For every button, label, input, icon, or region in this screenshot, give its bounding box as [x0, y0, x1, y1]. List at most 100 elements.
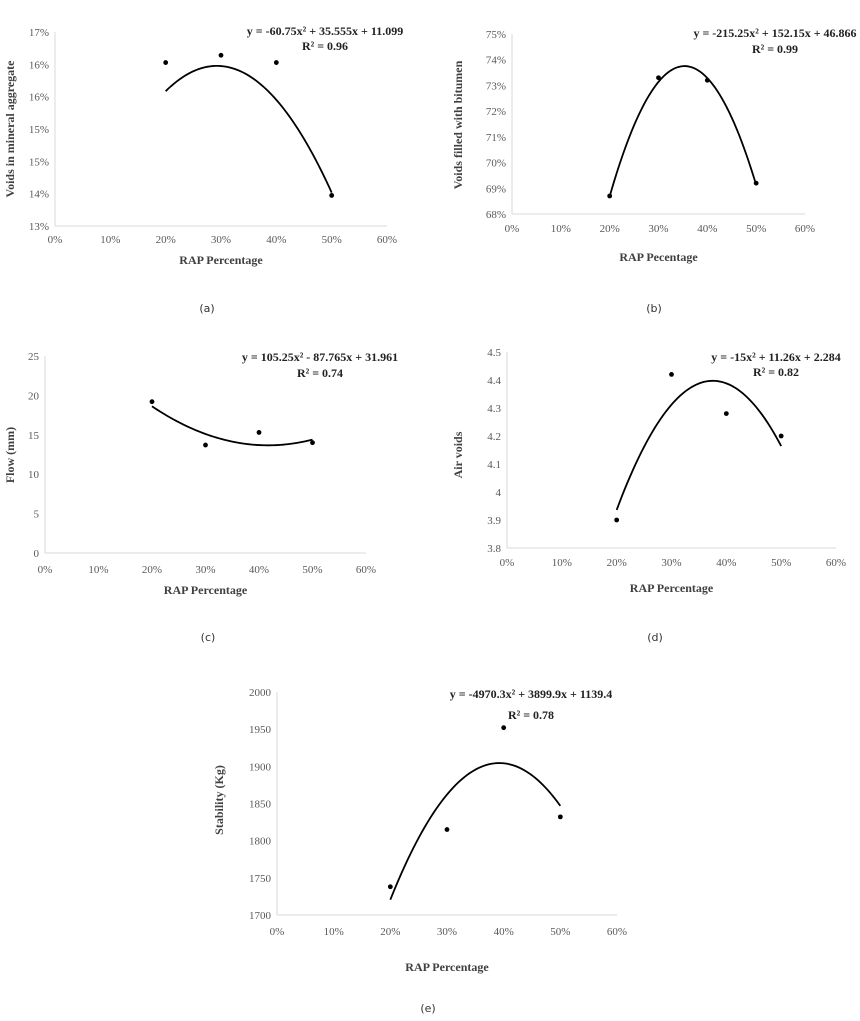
- x-tick-label: 20%: [380, 926, 400, 938]
- x-tick-label: 60%: [377, 234, 397, 246]
- chart-panel: 0% 10% 20% 30% 40% 50% 60% 13% 14% 15% 15% 16% 16% 17…: [3, 24, 403, 267]
- x-tick-label: 30%: [195, 564, 215, 576]
- data-point: [778, 433, 784, 439]
- y-tick-label: 15%: [29, 124, 49, 136]
- x-tick-label: 60%: [356, 564, 376, 576]
- data-point: [669, 372, 674, 377]
- r-squared-label: R² = 0.99: [752, 42, 798, 56]
- x-axis-title: RAP Percentage: [405, 960, 489, 974]
- y-tick-label: 10: [28, 469, 40, 481]
- x-tick-label: 10%: [552, 557, 572, 569]
- trendline: [151, 405, 313, 447]
- y-tick-label: 1700: [249, 910, 272, 922]
- y-tick-label: 3.8: [487, 543, 501, 555]
- x-axis-title: RAP Percentage: [179, 253, 263, 267]
- y-tick-label: 17%: [29, 27, 49, 39]
- x-tick-label: 60%: [607, 926, 627, 938]
- x-tick-label: 40%: [249, 564, 269, 576]
- x-tick-label: 20%: [142, 564, 162, 576]
- y-tick-label: 4.2: [487, 431, 501, 443]
- data-point: [656, 75, 661, 81]
- data-point: [273, 60, 279, 65]
- caption-e: (e): [420, 1002, 435, 1015]
- x-tick-label: 50%: [322, 234, 342, 246]
- y-tick-label: 16%: [29, 59, 49, 71]
- x-tick-label: 10%: [551, 223, 571, 235]
- y-tick-label: 15%: [29, 156, 49, 168]
- y-tick-label: 4.5: [487, 347, 501, 359]
- y-axis-title: Flow (mm): [3, 427, 17, 483]
- x-tick-label: 40%: [266, 234, 286, 246]
- x-axis-title: RAP Percentage: [164, 583, 248, 597]
- x-tick-label: 40%: [697, 223, 717, 235]
- data-point: [614, 517, 620, 523]
- x-tick-label: 30%: [661, 557, 681, 569]
- x-axis-title: RAP Percentage: [630, 581, 714, 595]
- x-tick-label: 60%: [795, 223, 815, 235]
- data-point: [310, 440, 315, 446]
- caption-c: (c): [201, 631, 216, 644]
- x-tick-label: 50%: [746, 223, 766, 235]
- y-axis-title: Air voids: [451, 431, 465, 478]
- data-point: [444, 827, 450, 832]
- y-tick-label: 74%: [486, 55, 506, 67]
- y-tick-label: 4: [496, 487, 502, 499]
- data-point: [218, 52, 224, 58]
- y-tick-label: 4.1: [487, 459, 501, 471]
- data-point: [149, 399, 155, 405]
- data-point: [607, 193, 613, 199]
- trendline-equation: y = 105.25x² - 87.765x + 31.961: [242, 350, 398, 364]
- data-point: [387, 884, 393, 890]
- x-tick-label: 10%: [100, 234, 120, 246]
- x-tick-label: 50%: [302, 564, 322, 576]
- y-tick-label: 20: [28, 390, 40, 402]
- r-squared-label: R² = 0.74: [297, 366, 343, 380]
- y-tick-label: 70%: [486, 158, 506, 170]
- trendline: [165, 64, 333, 193]
- data-point: [256, 430, 262, 435]
- trendline: [608, 65, 758, 197]
- data-point: [501, 725, 507, 731]
- x-tick-label: 20%: [156, 234, 176, 246]
- r-squared-label: R² = 0.78: [508, 708, 554, 722]
- data-point: [163, 60, 169, 65]
- y-tick-label: 16%: [29, 92, 49, 104]
- x-tick-label: 0%: [500, 557, 515, 569]
- y-tick-label: 1800: [249, 836, 272, 848]
- x-tick-label: 20%: [600, 223, 620, 235]
- data-point: [723, 411, 729, 416]
- trendline: [389, 762, 562, 901]
- trendline-equation: y = -15x² + 11.26x + 2.284: [711, 350, 840, 364]
- x-tick-label: 0%: [48, 234, 63, 246]
- y-tick-label: 14%: [29, 189, 49, 201]
- data-point: [329, 193, 335, 198]
- y-tick-label: 4.3: [487, 403, 501, 415]
- y-tick-label: 68%: [486, 209, 506, 221]
- y-tick-label: 13%: [29, 221, 49, 233]
- r-squared-label: R² = 0.96: [302, 39, 348, 53]
- x-axis-title: RAP Pecentage: [619, 250, 698, 264]
- y-tick-label: 2000: [249, 687, 272, 699]
- y-axis-title: Stability (Kg): [212, 765, 226, 835]
- y-tick-label: 25: [28, 351, 40, 363]
- trendline-equation: y = -60.75x² + 35.555x + 11.099: [247, 24, 403, 38]
- x-tick-label: 30%: [648, 223, 668, 235]
- y-tick-label: 1750: [249, 873, 272, 885]
- y-tick-label: 69%: [486, 183, 506, 195]
- y-tick-label: 15: [28, 430, 40, 442]
- x-tick-label: 40%: [494, 926, 514, 938]
- data-point: [557, 814, 563, 820]
- trendline-equation: y = -4970.3x² + 3899.9x + 1139.4: [450, 687, 612, 701]
- y-tick-label: 5: [34, 509, 40, 521]
- y-tick-label: 1850: [249, 799, 272, 811]
- y-tick-label: 0: [34, 548, 40, 560]
- x-tick-label: 40%: [716, 557, 736, 569]
- chart-panel: 0% 10% 20% 30% 40% 50% 60% 1700 1750 1800 1850 1900…: [212, 687, 627, 974]
- x-tick-label: 30%: [211, 234, 231, 246]
- data-point: [753, 180, 759, 186]
- x-tick-label: 50%: [771, 557, 791, 569]
- x-tick-label: 0%: [505, 223, 520, 235]
- x-tick-label: 10%: [88, 564, 108, 576]
- trendline-equation: y = -215.25x² + 152.15x + 46.866: [693, 26, 856, 40]
